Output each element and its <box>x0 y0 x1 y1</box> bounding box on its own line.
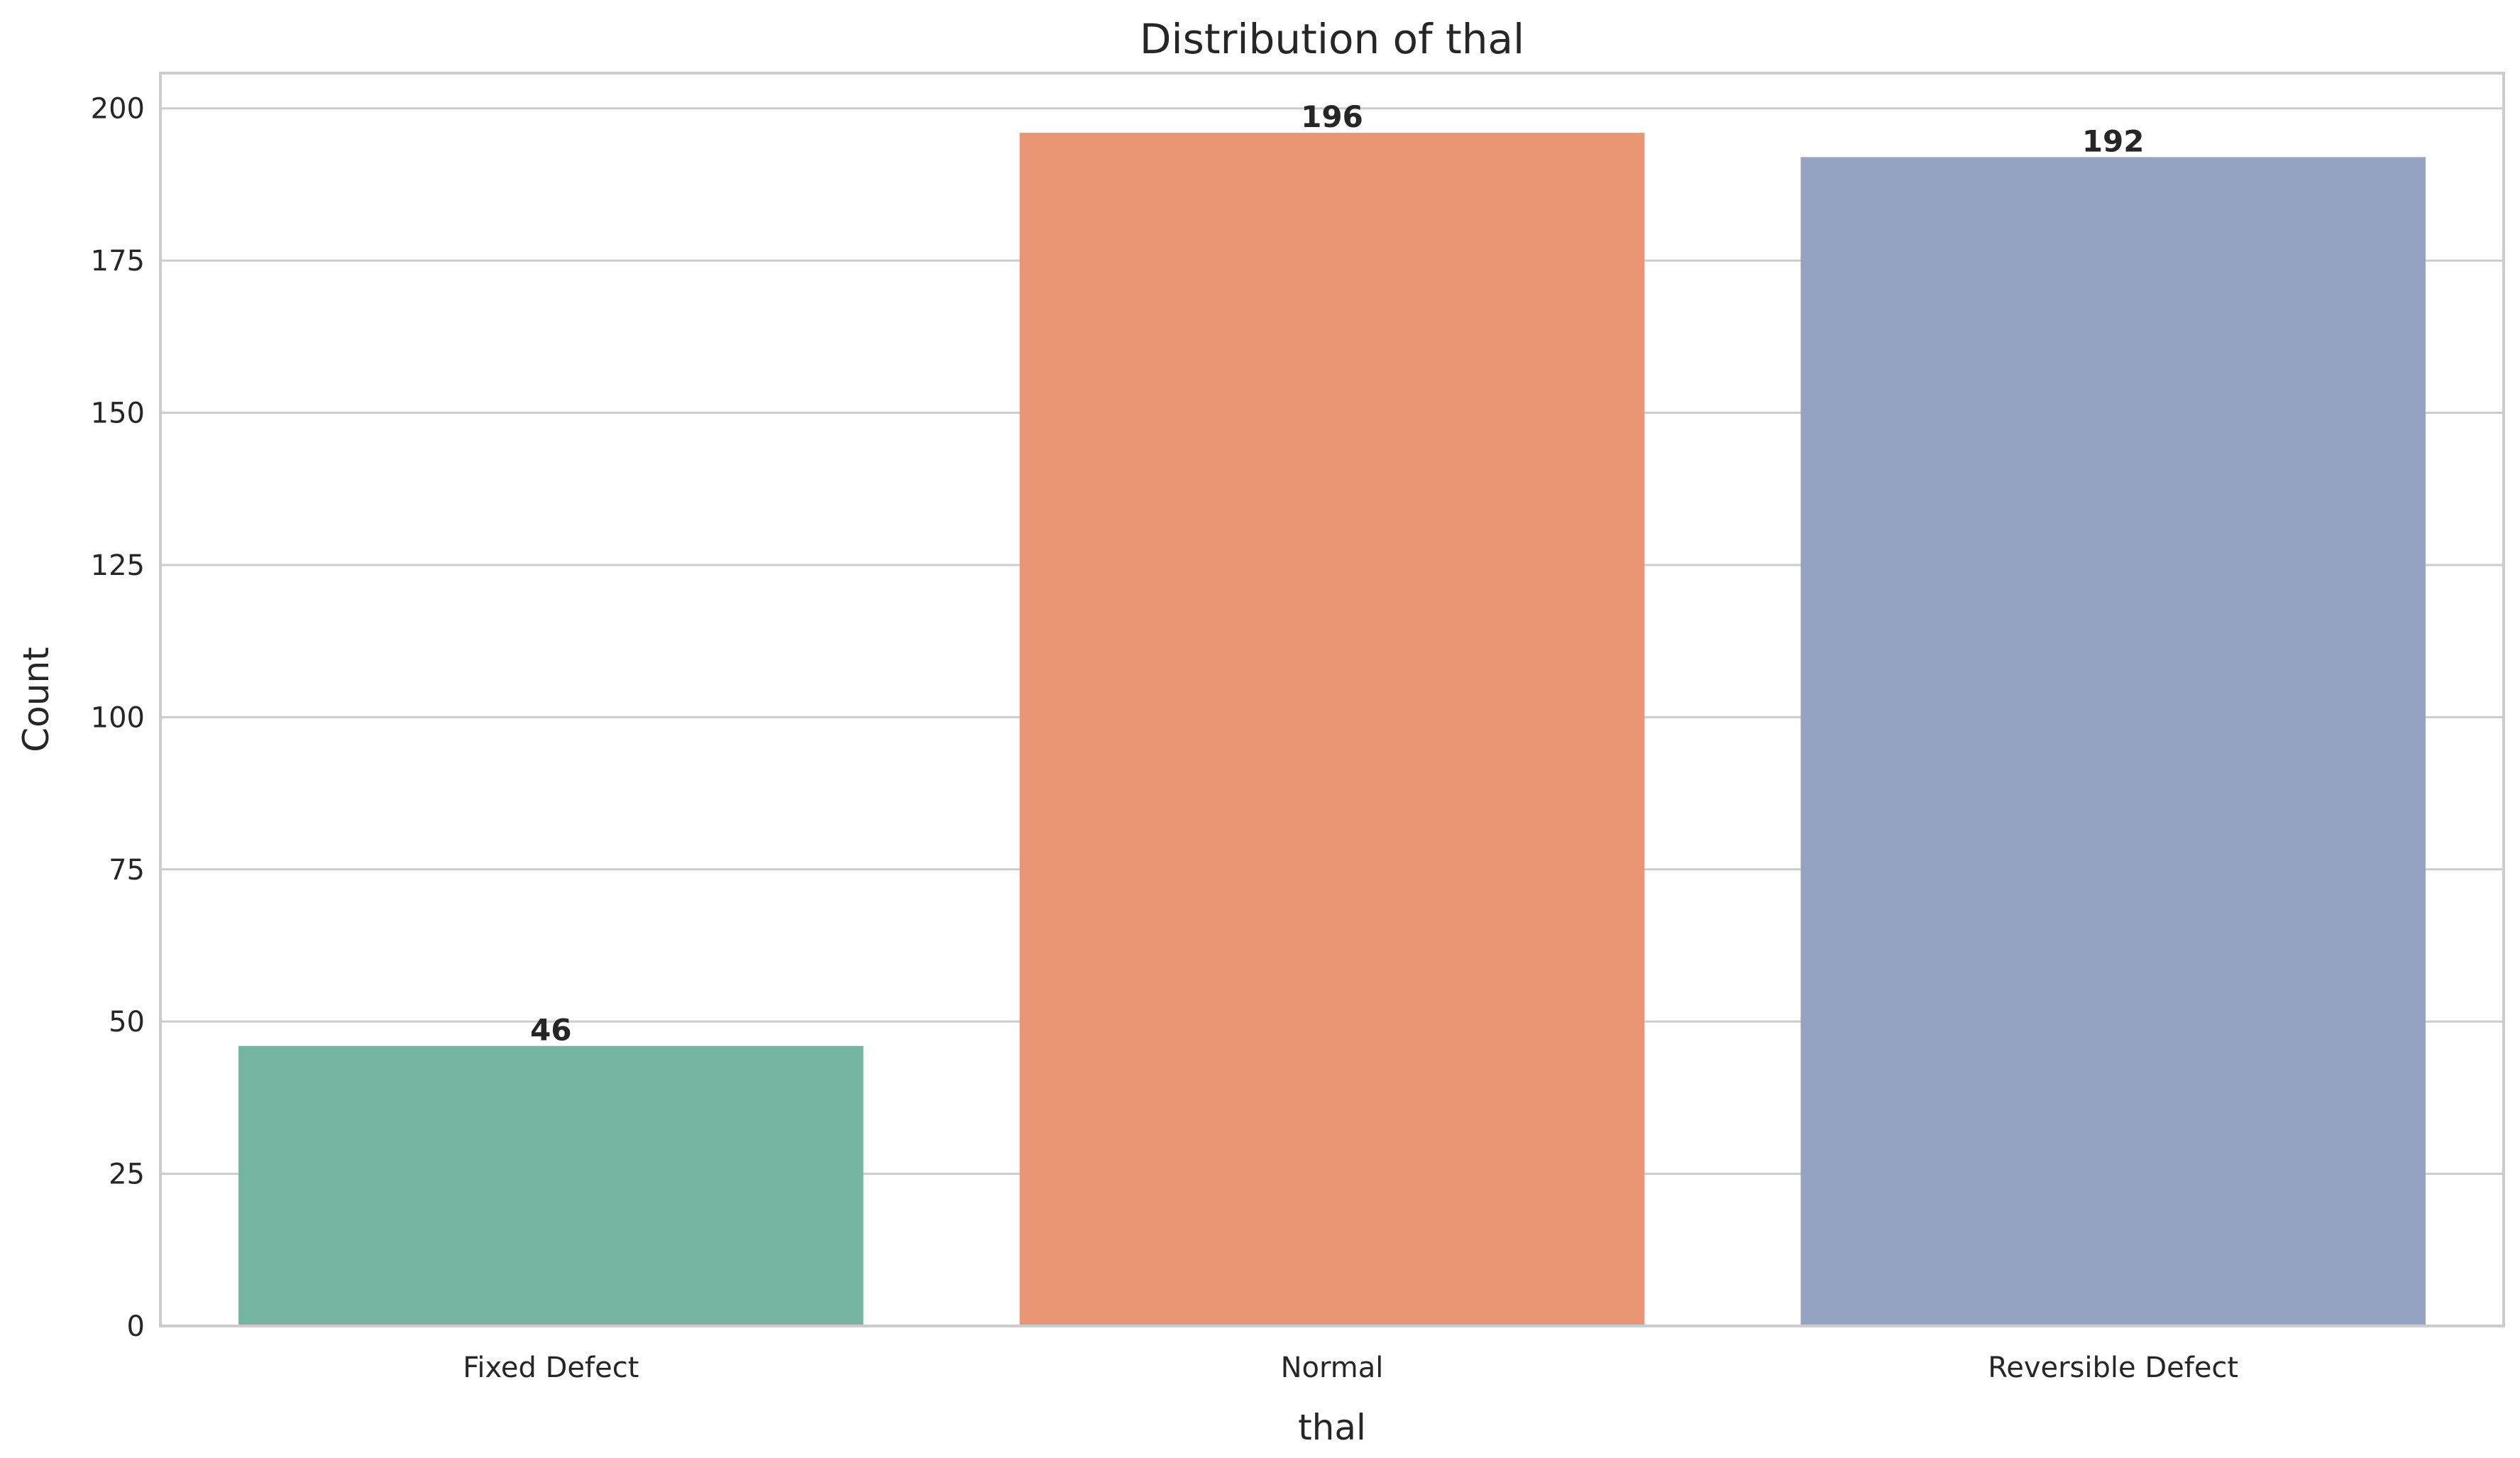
bar-fixed-defect <box>238 1046 864 1326</box>
y-tick-label-8: 200 <box>91 93 145 126</box>
y-tick-labels: 0 25 50 75 100 125 150 175 200 <box>91 93 145 1343</box>
y-tick-label-3: 75 <box>109 854 145 887</box>
data-label-2: 192 <box>2082 124 2145 158</box>
y-tick-label-7: 175 <box>91 245 145 278</box>
y-tick-label-5: 125 <box>91 549 145 582</box>
x-tick-label-0: Fixed Defect <box>463 1352 639 1384</box>
chart-title: Distribution of thal <box>1140 15 1524 63</box>
data-label-0: 46 <box>530 1012 571 1047</box>
y-tick-label-4: 100 <box>91 701 145 734</box>
bar-normal <box>1019 133 1645 1327</box>
y-tick-label-2: 50 <box>109 1006 145 1038</box>
data-labels: 46 196 192 <box>530 99 2144 1047</box>
x-tick-label-2: Reversible Defect <box>1988 1352 2238 1384</box>
x-axis-label: thal <box>1298 1407 1366 1448</box>
y-tick-label-1: 25 <box>109 1158 145 1191</box>
y-axis-label: Count <box>16 647 57 752</box>
data-label-1: 196 <box>1301 99 1363 134</box>
y-tick-label-0: 0 <box>127 1310 145 1343</box>
y-tick-label-6: 150 <box>91 398 145 430</box>
bars <box>238 133 2426 1327</box>
x-tick-label-1: Normal <box>1281 1352 1384 1384</box>
bar-reversible-defect <box>1800 157 2426 1326</box>
axes-frame <box>159 72 2505 1327</box>
x-tick-labels: Fixed Defect Normal Reversible Defect <box>463 1352 2238 1384</box>
